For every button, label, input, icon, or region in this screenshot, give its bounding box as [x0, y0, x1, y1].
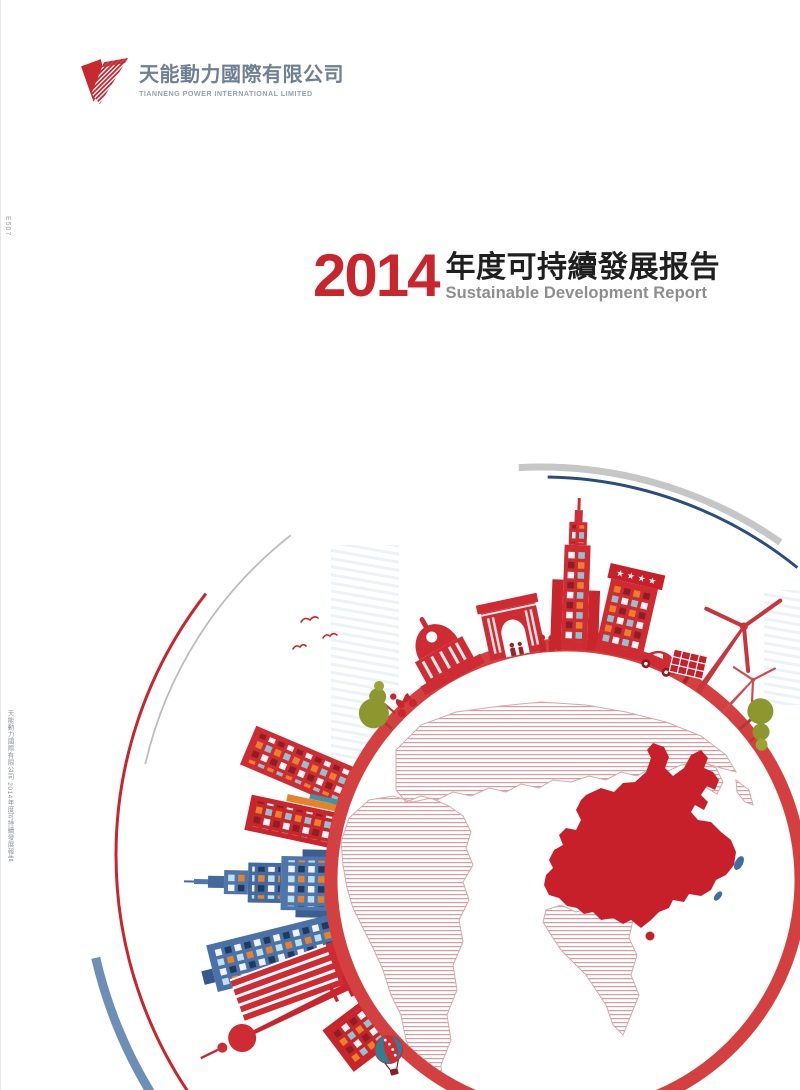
tianneng-v-logo-icon: [81, 58, 128, 104]
car: [637, 650, 677, 677]
report-year: 2014: [313, 242, 440, 309]
spine-title: 天能動力國際有限公司 2014年度可持續發展報告: [6, 710, 13, 862]
skyscraper: [550, 498, 601, 651]
report-title-en: Sustainable Development Report: [445, 284, 708, 303]
cover-illustration: ★ ★ ★ ★: [79, 450, 800, 1090]
wind-turbine-small: [721, 666, 776, 714]
birds: [292, 616, 338, 650]
solar-panel: [668, 648, 709, 685]
company-name-zh: 天能動力國際有限公司: [139, 64, 344, 86]
world-map: [340, 701, 754, 1090]
company-name-en: TIANNENG POWER INTERNATIONAL LIMITED: [139, 89, 313, 98]
trees-right: [739, 698, 774, 751]
red-city-towers: [239, 725, 363, 850]
scooter: [390, 692, 417, 718]
hainan-island: [645, 931, 655, 941]
small-island: [713, 891, 723, 901]
spine-code: E507: [4, 216, 11, 237]
continent-eurasia: [395, 701, 738, 803]
continent-africa: [340, 795, 474, 1090]
triumphal-arch: [475, 592, 546, 661]
wind-turbine-large: [695, 598, 783, 694]
capitol-dome-building: [414, 617, 485, 696]
star-hotel: ★ ★ ★ ★: [594, 562, 666, 662]
orbit-rings: [79, 450, 800, 1090]
tv-tower: [200, 975, 361, 1060]
islands-japan: [735, 778, 754, 806]
hot-air-balloon: [374, 1035, 404, 1076]
report-title-zh: 年度可持續發展报告: [445, 251, 720, 285]
company-logo: 天能動力國際有限公司 TIANNENG POWER INTERNATIONAL …: [77, 57, 344, 105]
china-map: [544, 743, 736, 928]
cover-title: 2014 年度可持續發展报告 Sustainable Development R…: [313, 242, 720, 309]
empire-state-building: [184, 849, 337, 918]
taiwan-island: [734, 856, 744, 870]
blue-city-towers: [184, 849, 351, 992]
striped-tower: [229, 938, 358, 1021]
trees-left: [358, 680, 396, 731]
